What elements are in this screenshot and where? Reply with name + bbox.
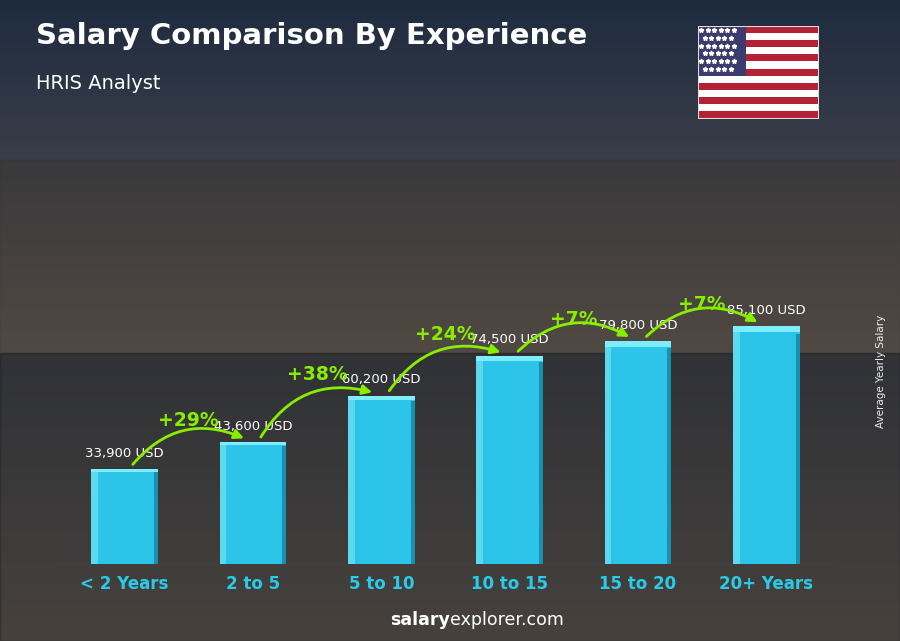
Bar	[605, 345, 611, 564]
Bar	[698, 26, 746, 76]
Bar	[698, 104, 819, 112]
Bar	[605, 341, 671, 564]
Bar	[91, 469, 158, 564]
Bar	[91, 469, 158, 472]
Text: salary: salary	[390, 612, 450, 629]
Bar	[698, 62, 819, 69]
Bar	[220, 442, 286, 445]
Text: 74,500 USD: 74,500 USD	[471, 333, 549, 346]
Text: Average Yearly Salary: Average Yearly Salary	[876, 315, 886, 428]
Bar	[476, 356, 543, 564]
Bar	[733, 326, 800, 564]
Text: +29%: +29%	[158, 412, 219, 430]
Bar	[796, 333, 800, 564]
Bar	[91, 471, 98, 564]
Text: 79,800 USD: 79,800 USD	[598, 319, 678, 331]
Bar	[476, 360, 483, 564]
Bar	[668, 348, 671, 564]
Text: +24%: +24%	[415, 325, 476, 344]
Bar	[220, 445, 226, 564]
Bar	[348, 399, 355, 564]
Bar	[733, 331, 740, 564]
Text: 60,200 USD: 60,200 USD	[342, 373, 420, 387]
Text: +38%: +38%	[287, 365, 347, 384]
Text: +7%: +7%	[679, 296, 726, 315]
Text: HRIS Analyst: HRIS Analyst	[36, 74, 160, 93]
Text: 43,600 USD: 43,600 USD	[213, 420, 292, 433]
Text: 33,900 USD: 33,900 USD	[86, 447, 164, 460]
Bar	[410, 401, 415, 564]
Bar	[698, 69, 819, 76]
Bar	[348, 396, 415, 564]
Bar	[0, 353, 900, 641]
Bar	[698, 54, 819, 62]
Bar	[698, 47, 819, 54]
Bar	[476, 356, 543, 362]
Text: explorer.com: explorer.com	[450, 612, 564, 629]
Text: +7%: +7%	[550, 310, 598, 329]
Bar	[698, 90, 819, 97]
Bar	[698, 97, 819, 104]
Bar	[698, 26, 819, 33]
Bar	[539, 362, 543, 564]
Bar	[733, 326, 800, 333]
Bar	[605, 341, 671, 347]
Bar	[0, 160, 900, 353]
Bar	[348, 396, 415, 400]
Text: Salary Comparison By Experience: Salary Comparison By Experience	[36, 22, 587, 51]
Bar	[220, 442, 286, 564]
Bar	[698, 76, 819, 83]
Bar	[154, 472, 158, 564]
Text: 85,100 USD: 85,100 USD	[727, 304, 806, 317]
Bar	[698, 112, 819, 119]
Bar	[698, 40, 819, 47]
Bar	[283, 446, 286, 564]
Bar	[698, 83, 819, 90]
Bar	[698, 33, 819, 40]
